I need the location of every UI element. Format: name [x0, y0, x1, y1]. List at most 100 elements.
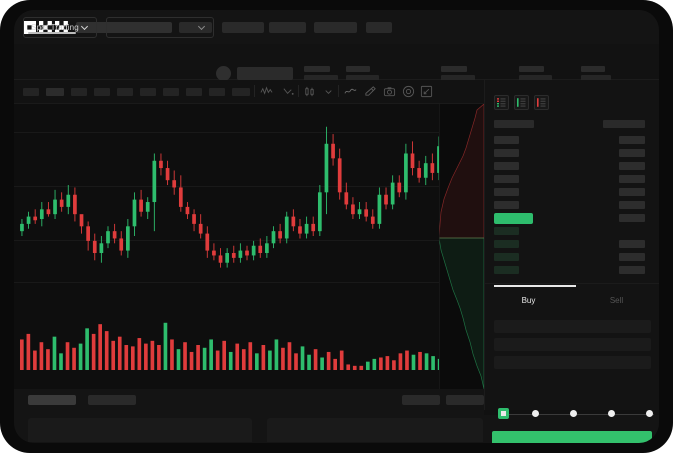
orderbook-row[interactable] [494, 253, 519, 261]
orderbook-row-value [619, 162, 645, 170]
bottom-panels [14, 415, 659, 443]
gridline [14, 132, 484, 133]
more-chevron-icon[interactable] [322, 85, 335, 98]
nav-search-box[interactable] [76, 22, 172, 33]
candles-type-icon[interactable] [303, 85, 316, 98]
bottom-tab-active[interactable] [28, 395, 76, 405]
timeframe-7[interactable] [163, 88, 179, 96]
orderbook-row[interactable] [494, 136, 519, 144]
timeframe-8[interactable] [186, 88, 202, 96]
price-chart[interactable] [14, 104, 484, 389]
fullscreen-icon[interactable] [420, 85, 433, 98]
eraser-icon[interactable] [364, 85, 377, 98]
timeframe-5[interactable] [117, 88, 133, 96]
gridline [14, 240, 484, 241]
volume-series [20, 322, 475, 370]
pair-name-placeholder [237, 67, 293, 80]
bottom-tab-underline [28, 32, 76, 34]
stat-5 [581, 66, 611, 81]
tab-sell[interactable]: Sell [609, 295, 624, 305]
step-dot-4[interactable] [608, 410, 615, 417]
orderbook-row-value [619, 214, 645, 222]
stat-4 [519, 66, 552, 81]
primary-cta-button[interactable] [492, 431, 652, 443]
step-active-square-icon[interactable] [498, 408, 509, 419]
order-form-field-3[interactable] [494, 356, 651, 369]
settings-icon[interactable] [402, 85, 415, 98]
market-type-label: Spot Trading [31, 23, 79, 32]
orderbook-row[interactable] [494, 201, 519, 209]
step-dot-2[interactable] [532, 410, 539, 417]
orderbook-row[interactable] [494, 227, 519, 235]
orderbook-row[interactable] [494, 175, 519, 183]
bottom-panel-left[interactable] [28, 418, 252, 442]
nav-item-2[interactable] [222, 22, 264, 33]
candlestick-series [20, 119, 474, 268]
step-dot-5[interactable] [646, 410, 653, 417]
orderbook-divider [485, 283, 659, 284]
top-navigation-bar [14, 10, 659, 44]
orderbook-view-bids-icon[interactable] [514, 95, 529, 110]
orderbook-row-value [619, 149, 645, 157]
timeframe-4[interactable] [94, 88, 110, 96]
order-book-panel: Buy Sell [484, 80, 659, 410]
market-type-dropdown[interactable]: Spot Trading [23, 17, 97, 38]
step-dot-3[interactable] [570, 410, 577, 417]
timeframe-6[interactable] [140, 88, 156, 96]
timeframe-2[interactable] [46, 88, 64, 96]
orderbook-row[interactable] [494, 149, 519, 157]
orderbook-view-both-icon[interactable] [494, 95, 509, 110]
nav-item-5[interactable] [366, 22, 392, 33]
okx-logo-icon[interactable] [23, 21, 69, 34]
timeframe-3[interactable] [71, 88, 87, 96]
stepper-track [504, 414, 654, 415]
orderbook-row-value [619, 175, 645, 183]
orderbook-row[interactable] [494, 213, 533, 224]
timeframe-10[interactable] [232, 88, 250, 96]
bottom-action-1[interactable] [402, 395, 440, 405]
gridline [14, 282, 484, 283]
toolbar-divider [254, 85, 255, 97]
trading-pair-dropdown[interactable] [106, 17, 214, 38]
timeframe-1[interactable] [23, 88, 39, 96]
orderbook-row[interactable] [494, 266, 519, 274]
orderbook-row-value [619, 266, 645, 274]
orderbook-row-value [619, 201, 645, 209]
tab-buy[interactable]: Buy [521, 295, 536, 305]
orderbook-row-value [619, 136, 645, 144]
nav-item-1[interactable] [179, 22, 212, 33]
orderbook-row[interactable] [494, 188, 519, 196]
avatar[interactable] [216, 66, 231, 81]
nav-item-4[interactable] [314, 22, 357, 33]
timeframe-9[interactable] [209, 88, 225, 96]
gridline [14, 186, 484, 187]
compare-icon[interactable] [282, 85, 295, 98]
line-chart-icon[interactable] [344, 85, 357, 98]
orderbook-row-value [619, 188, 645, 196]
chevron-down-icon [82, 24, 89, 31]
stat-1 [304, 66, 338, 81]
camera-icon[interactable] [383, 85, 396, 98]
orderbook-header-left [494, 120, 534, 128]
orderbook-row[interactable] [494, 162, 519, 170]
orderbook-view-asks-icon[interactable] [534, 95, 549, 110]
onboarding-stepper [484, 405, 659, 425]
buy-tab-underline [494, 285, 576, 287]
bottom-action-2[interactable] [446, 395, 484, 405]
bottom-panel-right[interactable] [267, 418, 483, 442]
orderbook-row-value [619, 240, 645, 248]
order-form-field-1[interactable] [494, 320, 651, 333]
bottom-tab-2[interactable] [88, 395, 136, 405]
orders-tab-strip [14, 389, 484, 415]
orderbook-row[interactable] [494, 240, 519, 248]
indicator-icon[interactable] [260, 85, 273, 98]
stat-2 [346, 66, 379, 81]
order-form-field-2[interactable] [494, 338, 651, 351]
nav-item-3[interactable] [269, 22, 306, 33]
toolbar-divider-3 [338, 85, 339, 97]
orderbook-row-value [619, 253, 645, 261]
depth-chart-overlay [439, 104, 484, 389]
toolbar-divider-2 [298, 85, 299, 97]
stat-3 [441, 66, 475, 81]
